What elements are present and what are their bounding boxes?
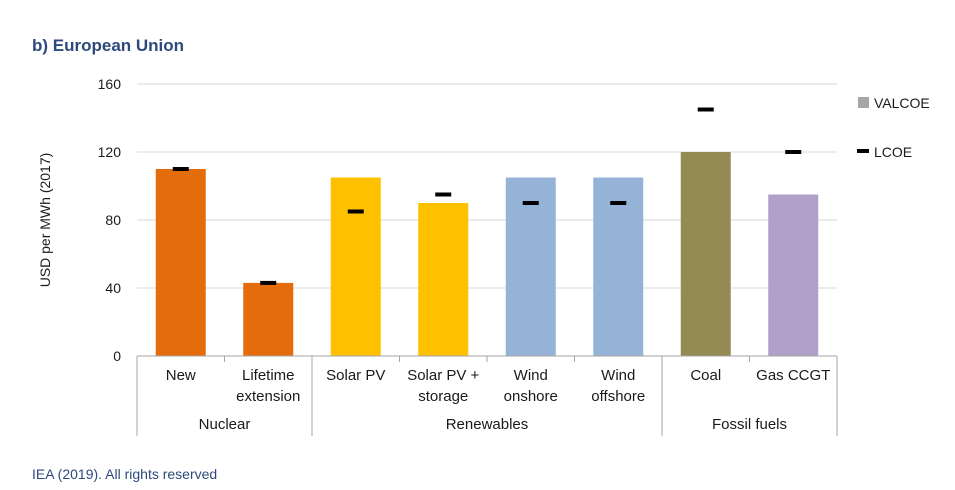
y-tick-label: 80 [105,212,121,228]
legend-label-valcoe: VALCOE [874,95,930,111]
category-label: Lifetime [242,367,295,384]
category-label: Wind [514,367,548,384]
y-axis-label: USD per MWh (2017) [37,153,53,288]
y-tick-label: 40 [105,280,121,296]
y-tick-label: 0 [113,348,121,364]
bar-valcoe [593,177,644,356]
category-label: Wind [601,367,635,384]
bar-valcoe [418,203,469,356]
chart-title: b) European Union [32,36,185,55]
bar-valcoe [680,152,731,356]
copyright-credit: IEA (2019). All rights reserved [32,466,218,482]
category-label: Solar PV [326,367,385,384]
category-label: Gas CCGT [756,367,830,384]
lcoe-marker [347,209,364,214]
lcoe-marker [610,201,627,205]
bar-valcoe [155,169,206,356]
lcoe-marker [435,192,452,197]
group-label: Renewables [446,416,529,433]
lcoe-marker [172,167,189,171]
lcoe-marker [785,150,802,154]
legend-label-lcoe: LCOE [874,144,912,160]
category-label: Solar PV + [407,367,479,384]
group-label: Fossil fuels [712,416,787,433]
group-label: Nuclear [199,416,251,433]
bar-valcoe [243,282,294,356]
lcoe-marker [260,280,277,285]
y-tick-label: 160 [98,76,122,92]
category-label: extension [236,388,300,405]
category-label: New [166,367,196,384]
lcoe-marker [697,107,714,112]
legend-swatch-valcoe [858,97,869,108]
category-label: storage [418,388,468,405]
category-label: Coal [690,367,721,384]
lcoe-marker [522,201,539,205]
category-label: onshore [504,388,558,405]
y-tick-label: 120 [98,144,122,160]
bar-valcoe [768,194,819,356]
bar-valcoe [505,177,556,356]
legend-swatch-lcoe [857,149,869,153]
category-label: offshore [591,388,645,405]
bar-valcoe [330,177,381,356]
